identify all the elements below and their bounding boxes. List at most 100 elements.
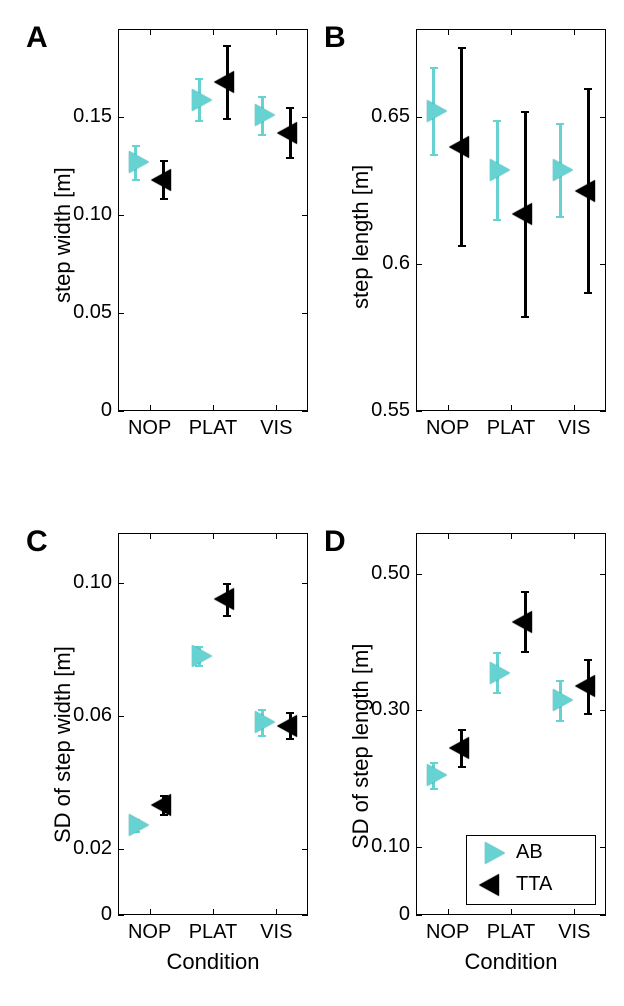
ytick-label: 0.05 [73, 301, 112, 324]
xtick-mark [213, 909, 214, 915]
xtick-label: PLAT [481, 417, 541, 440]
marker-tta [512, 611, 532, 633]
ytick-mark [302, 313, 308, 314]
xtick-mark [448, 29, 449, 35]
error-cap [458, 47, 466, 49]
ytick-mark [118, 313, 124, 314]
ytick-label: 0.15 [73, 105, 112, 128]
ytick-mark [416, 847, 422, 848]
xtick-label: PLAT [481, 921, 541, 944]
marker-ab [427, 764, 447, 786]
panel-letter: D [324, 525, 346, 559]
xtick-label: PLAT [183, 921, 243, 944]
ytick-mark [118, 215, 124, 216]
error-cap [132, 179, 140, 181]
error-cap [493, 219, 501, 221]
error-cap [258, 735, 266, 737]
ytick-mark [302, 716, 308, 717]
error-cap [430, 788, 438, 790]
ytick-mark [302, 915, 308, 916]
ytick-mark [118, 716, 124, 717]
marker-ab [192, 645, 212, 667]
panel-letter: A [26, 21, 48, 55]
error-cap [223, 118, 231, 120]
panel-letter: B [324, 21, 346, 55]
ytick-mark [302, 411, 308, 412]
xtick-mark [276, 405, 277, 411]
error-cap [493, 120, 501, 122]
xtick-label: NOP [120, 921, 180, 944]
marker-ab [485, 842, 505, 864]
error-cap [521, 651, 529, 653]
error-cap [493, 652, 501, 654]
xtick-mark [448, 405, 449, 411]
axis-box [118, 29, 308, 411]
ytick-mark [416, 411, 422, 412]
error-cap [258, 134, 266, 136]
marker-tta [214, 71, 234, 93]
error-cap [493, 692, 501, 694]
xtick-mark [511, 909, 512, 915]
y-axis-label: step length [m] [348, 165, 374, 309]
ytick-mark [302, 583, 308, 584]
xtick-mark [213, 29, 214, 35]
ytick-mark [118, 411, 124, 412]
y-axis-label: SD of step length [m] [348, 643, 374, 848]
xtick-mark [276, 533, 277, 539]
ytick-mark [416, 915, 422, 916]
ytick-label: 0.65 [371, 105, 410, 128]
xtick-mark [150, 405, 151, 411]
ytick-mark [416, 264, 422, 265]
error-cap [160, 198, 168, 200]
marker-tta [575, 675, 595, 697]
ytick-mark [302, 849, 308, 850]
marker-ab [255, 104, 275, 126]
xtick-mark [213, 405, 214, 411]
marker-ab [129, 151, 149, 173]
xtick-mark [150, 533, 151, 539]
panel-letter: C [26, 525, 48, 559]
xtick-mark [511, 405, 512, 411]
ytick-label: 0.06 [73, 704, 112, 727]
xtick-label: NOP [418, 417, 478, 440]
xtick-label: NOP [120, 417, 180, 440]
xtick-mark [574, 405, 575, 411]
marker-tta [512, 203, 532, 225]
ytick-mark [118, 583, 124, 584]
marker-ab [192, 89, 212, 111]
error-cap [286, 107, 294, 109]
error-cap [521, 111, 529, 113]
ytick-label: 0 [399, 903, 410, 926]
ytick-mark [416, 710, 422, 711]
figure-root: A00.050.100.15step width [m]NOPPLATVISB0… [0, 0, 624, 1006]
ytick-mark [118, 915, 124, 916]
xtick-mark [511, 29, 512, 35]
x-axis-label: Condition [416, 949, 606, 975]
error-cap [556, 720, 564, 722]
xtick-mark [213, 533, 214, 539]
xtick-mark [150, 29, 151, 35]
y-axis-label: step width [m] [50, 167, 76, 303]
error-cap [430, 154, 438, 156]
ytick-label: 0 [101, 399, 112, 422]
xtick-label: PLAT [183, 417, 243, 440]
x-axis-label: Condition [118, 949, 308, 975]
marker-tta [449, 136, 469, 158]
error-cap [223, 615, 231, 617]
ytick-label: 0.10 [371, 835, 410, 858]
error-cap [584, 713, 592, 715]
ytick-mark [118, 849, 124, 850]
marker-tta [151, 169, 171, 191]
error-cap [195, 120, 203, 122]
ytick-mark [600, 574, 606, 575]
xtick-mark [276, 29, 277, 35]
xtick-mark [276, 909, 277, 915]
ytick-mark [600, 117, 606, 118]
error-cap [556, 123, 564, 125]
ytick-mark [416, 117, 422, 118]
marker-ab [490, 159, 510, 181]
error-cap [160, 160, 168, 162]
error-cap [556, 216, 564, 218]
ytick-mark [600, 915, 606, 916]
marker-tta [277, 122, 297, 144]
